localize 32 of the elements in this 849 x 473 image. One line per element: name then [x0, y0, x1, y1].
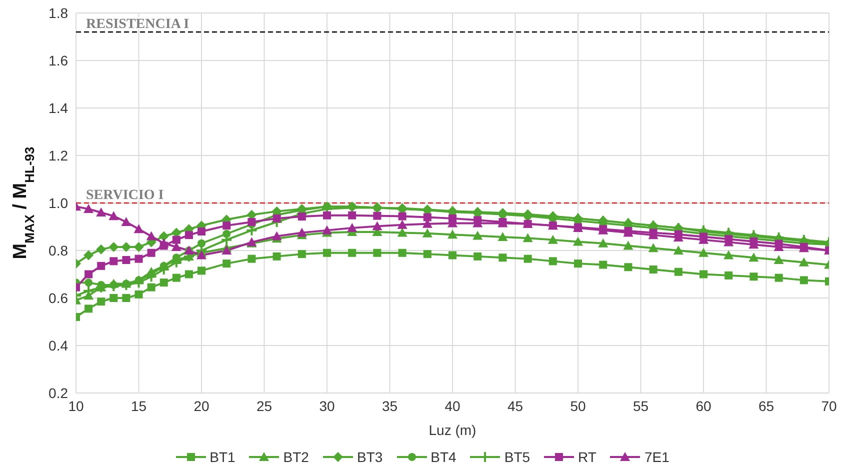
y-tick-label: 1.0: [48, 194, 68, 211]
x-tick-label: 60: [696, 398, 712, 414]
y-tick-label: 1.2: [48, 147, 68, 164]
legend-label: BT5: [504, 449, 530, 465]
ref-line-label: RESISTENCIA I: [86, 17, 190, 32]
x-tick-label: 45: [507, 398, 524, 414]
x-tick-label: 25: [256, 398, 272, 414]
y-tick-label: 0.4: [48, 337, 68, 354]
y-tick-label: 0.8: [48, 242, 68, 258]
legend-label: RT: [578, 449, 596, 465]
legend-label: BT3: [356, 449, 383, 465]
x-tick-label: 65: [758, 398, 774, 414]
x-tick-label: 30: [319, 398, 335, 414]
x-tick-label: 15: [130, 398, 147, 414]
legend-label: BT4: [430, 449, 456, 465]
x-tick-label: 35: [382, 398, 398, 414]
x-tick-label: 50: [570, 398, 586, 414]
x-tick-label: 70: [821, 398, 837, 414]
ref-line-label: SERVICIO I: [86, 188, 164, 203]
y-tick-label: 1.8: [48, 4, 68, 21]
y-tick-label: 0.2: [48, 384, 68, 401]
y-tick-label: 1.4: [48, 100, 68, 116]
y-tick-label: 1.6: [48, 52, 68, 68]
legend-label: BT2: [283, 449, 309, 465]
x-tick-label: 55: [632, 398, 649, 414]
legend-label: 7E1: [644, 449, 670, 465]
x-tick-label: 40: [444, 398, 460, 414]
x-axis-title: Luz (m): [428, 422, 476, 438]
y-tick-label: 0.6: [48, 290, 68, 306]
legend-label: BT1: [210, 449, 236, 465]
x-tick-label: 10: [68, 398, 84, 414]
x-tick-label: 20: [194, 398, 210, 414]
